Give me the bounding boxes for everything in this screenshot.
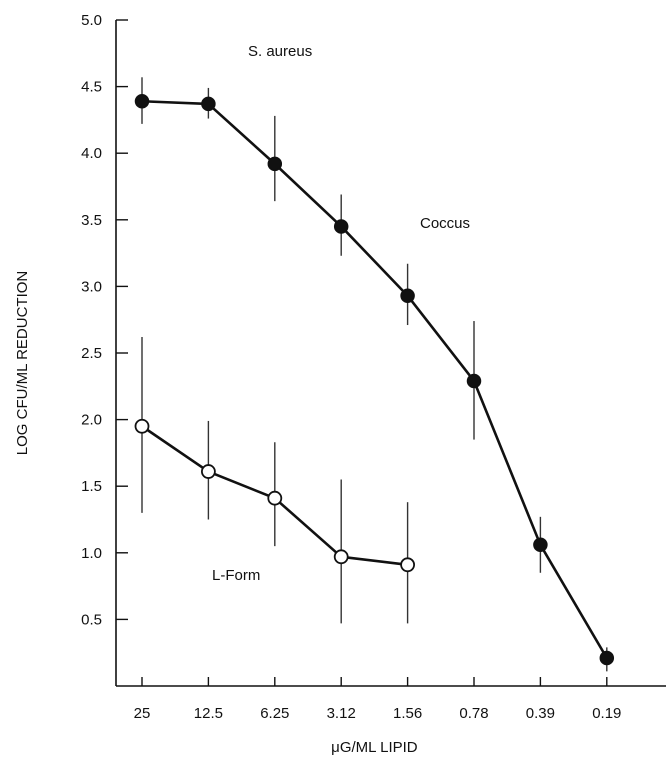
data-point — [466, 373, 482, 389]
x-tick-label: 0.39 — [526, 705, 555, 722]
y-axis-title: LOG CFU/ML REDUCTION — [14, 271, 31, 455]
data-point — [200, 464, 216, 479]
data-point — [333, 549, 349, 565]
x-tick-label: 12.5 — [194, 705, 223, 722]
x-tick-label: 0.19 — [592, 705, 621, 722]
y-tick-label: 3.0 — [81, 278, 102, 295]
y-tick-label: 3.5 — [81, 212, 102, 229]
y-tick-label: 5.0 — [81, 12, 102, 29]
x-ticks: 25 12.5 6.25 3.12 1.56 0.78 0.39 0.19 — [134, 677, 621, 722]
y-tick-label: 4.0 — [81, 145, 102, 162]
data-point — [134, 94, 150, 109]
series-layer — [134, 77, 615, 672]
annotation-organism: S. aureus — [248, 43, 312, 60]
data-point — [599, 650, 615, 666]
series-line — [141, 99, 608, 659]
data-point — [134, 418, 150, 434]
x-tick-label: 1.56 — [393, 705, 422, 722]
y-tick-label: 1.5 — [81, 478, 102, 495]
data-point — [400, 288, 415, 303]
y-tick-label: 0.5 — [81, 611, 102, 628]
series-coccus — [134, 77, 615, 672]
data-point — [201, 96, 216, 112]
data-point — [267, 156, 283, 172]
y-tick-label: 2.0 — [81, 412, 102, 429]
data-point — [400, 557, 416, 573]
x-tick-label: 0.78 — [459, 705, 488, 722]
annotation-l-form: L-Form — [212, 567, 260, 584]
axes — [115, 20, 666, 687]
x-tick-label: 3.12 — [327, 705, 356, 722]
y-tick-label: 4.5 — [81, 79, 102, 96]
y-ticks: 0.5 1.0 1.5 2.0 2.5 3.0 3.5 4.0 4.5 5.0 — [81, 12, 128, 628]
data-point — [333, 219, 349, 234]
x-tick-label: 25 — [134, 705, 151, 722]
series-l-form — [134, 337, 416, 624]
data-point — [267, 490, 283, 506]
x-tick-label: 6.25 — [260, 705, 289, 722]
y-tick-label: 1.0 — [81, 545, 102, 562]
y-tick-label: 2.5 — [81, 345, 102, 362]
x-axis-title: μG/ML LIPID — [331, 739, 418, 756]
data-point — [533, 537, 548, 553]
annotation-coccus: Coccus — [420, 215, 470, 232]
